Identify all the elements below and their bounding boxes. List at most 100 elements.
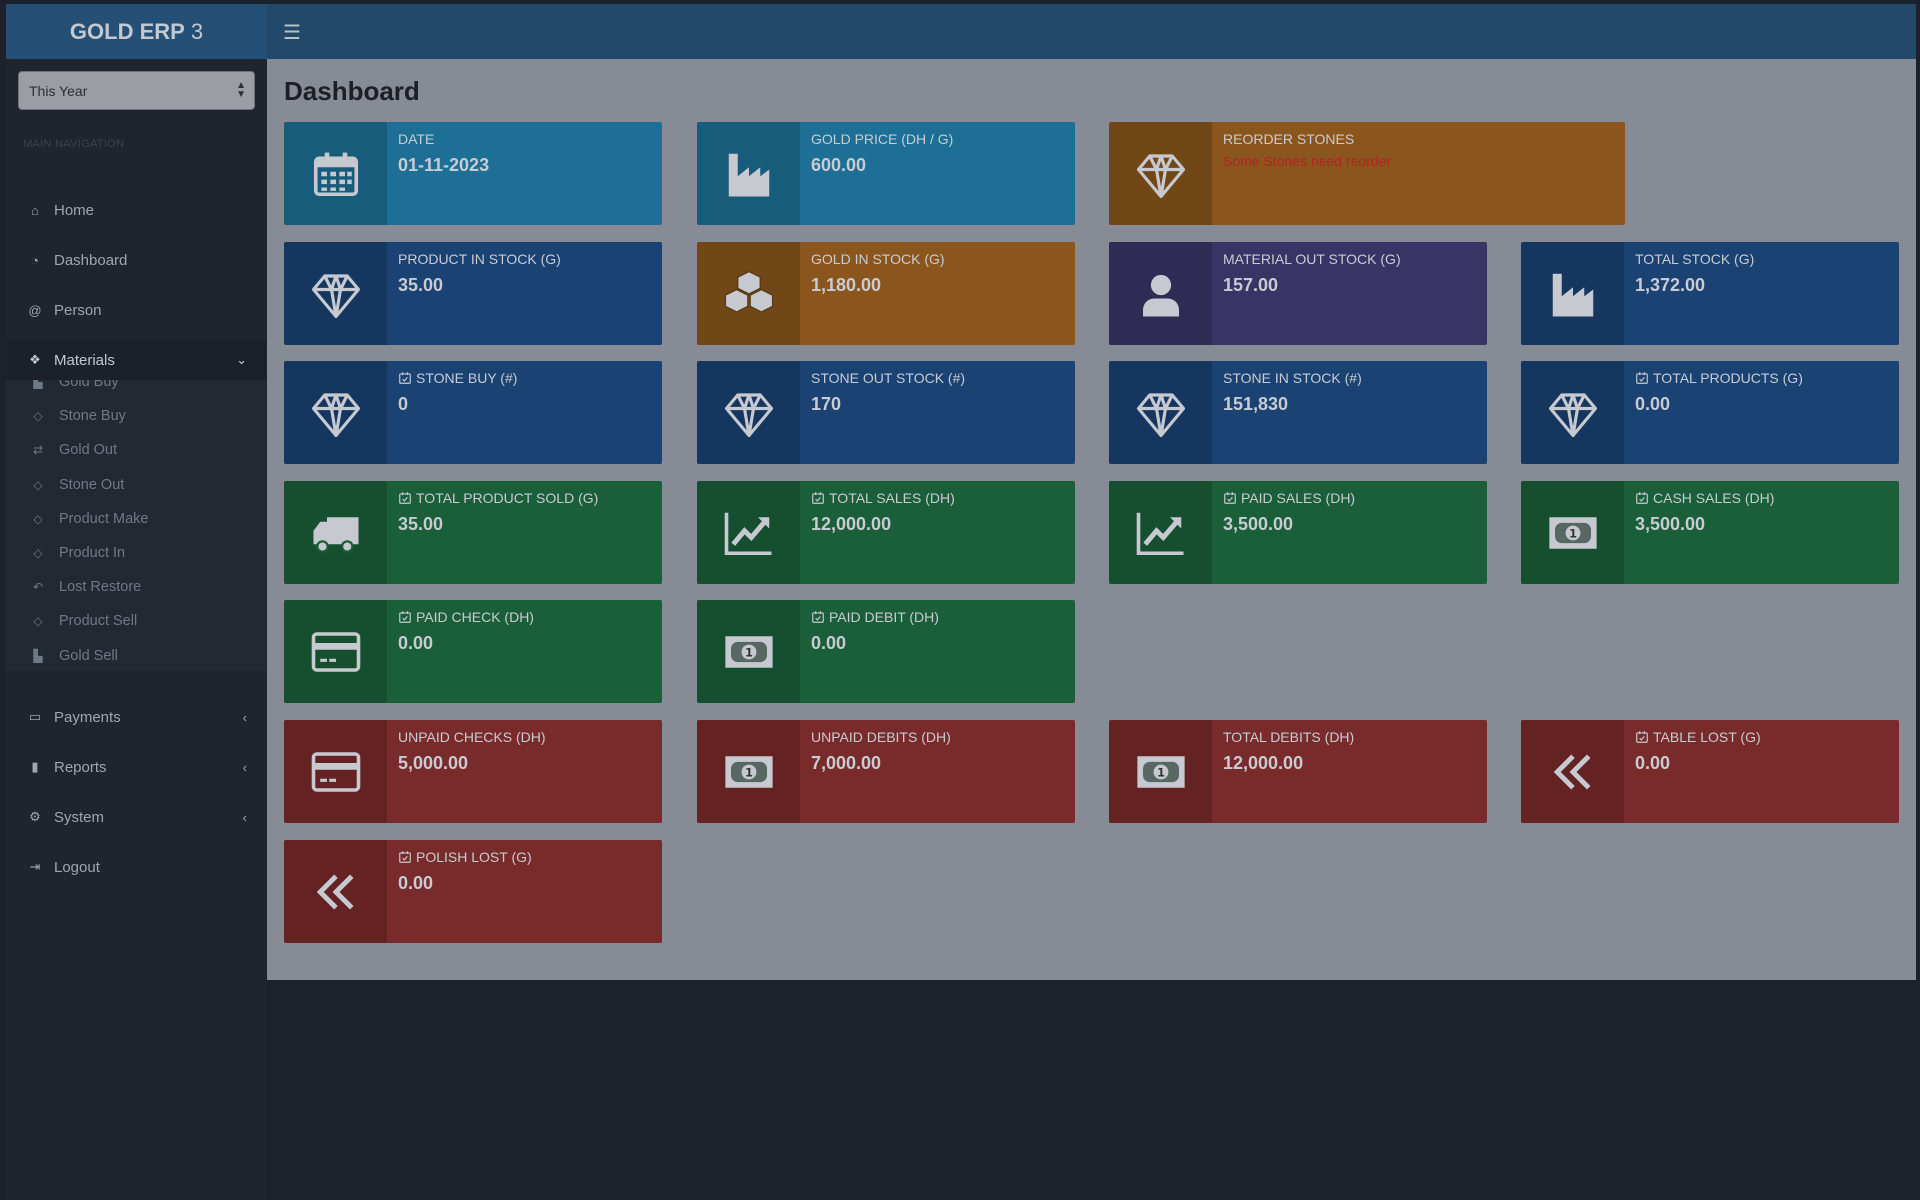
card-total-debits-dh[interactable]: 1 Total Debits (DH) 12,000.00 bbox=[1109, 720, 1487, 823]
card-label: Polish Lost (G) bbox=[398, 849, 532, 865]
diamond-icon: ◇ bbox=[33, 477, 43, 492]
card-stone-out-stock[interactable]: Stone Out Stock (#) 170 bbox=[697, 361, 1075, 464]
calendar-check-icon bbox=[1224, 492, 1236, 504]
svg-text:1: 1 bbox=[1569, 527, 1577, 540]
card-label-text: Product In Stock (G) bbox=[398, 251, 561, 267]
sidebar-item-reports[interactable]: ▮ Reports ‹ bbox=[6, 747, 267, 787]
period-select[interactable]: This Year ▲ ▼ bbox=[18, 71, 255, 110]
card-unpaid-checks-dh[interactable]: Unpaid Checks (DH) 5,000.00 bbox=[284, 720, 662, 823]
nav-heading: MAIN NAVIGATION bbox=[23, 138, 125, 150]
submenu-item-label: Product Sell bbox=[59, 613, 138, 630]
diamond-icon: ◇ bbox=[33, 409, 43, 424]
card-label: Total Debits (DH) bbox=[1223, 729, 1354, 745]
money-icon: 1 bbox=[1109, 720, 1212, 823]
card-value: 0.00 bbox=[811, 633, 847, 653]
user-icon bbox=[1109, 242, 1212, 345]
card-value: 7,000.00 bbox=[811, 753, 882, 773]
submenu-item-product-sell[interactable]: ◇ Product Sell bbox=[6, 605, 267, 637]
card-label-text: Gold In Stock (G) bbox=[811, 251, 945, 267]
svg-text:1: 1 bbox=[1157, 766, 1165, 779]
card-label-text: Paid Sales (DH) bbox=[1241, 490, 1356, 506]
card-value: 35.00 bbox=[398, 514, 444, 534]
sidebar-item-person[interactable]: @ Person bbox=[6, 290, 267, 330]
sidebar-item-label: Payments bbox=[54, 708, 121, 726]
card-label: Unpaid Checks (DH) bbox=[398, 729, 546, 745]
sidebar-item-materials[interactable]: ❖ Materials ⌄ bbox=[6, 340, 267, 380]
reorder-warning[interactable]: Some Stones need reorder bbox=[1223, 153, 1392, 169]
submenu-item-stone-buy[interactable]: ◇ Stone Buy bbox=[6, 400, 267, 432]
card-total-stock-g[interactable]: Total Stock (G) 1,372.00 bbox=[1521, 242, 1899, 345]
card-date[interactable]: Date 01-11-2023 bbox=[284, 122, 662, 225]
sidebar-item-dashboard[interactable]: ◔ Dashboard bbox=[6, 240, 267, 280]
card-value: 151,830 bbox=[1223, 394, 1289, 414]
card-material-out-stock-g[interactable]: Material Out Stock (G) 157.00 bbox=[1109, 242, 1487, 345]
money-icon: 1 bbox=[1521, 481, 1624, 584]
sidebar-item-label: Home bbox=[54, 201, 95, 219]
sidebar-item-home[interactable]: ⌂ Home bbox=[6, 190, 267, 230]
card-unpaid-debits-dh[interactable]: 1 Unpaid Debits (DH) 7,000.00 bbox=[697, 720, 1075, 823]
cubes-icon bbox=[697, 242, 800, 345]
materials-submenu: ▙ Gold Buy ◇ Stone Buy ⇄ Gold Out ◇ Stone Out ◇ P… bbox=[6, 361, 267, 671]
top-navbar: ☰ bbox=[267, 4, 1916, 59]
sidebar: This Year ▲ ▼ MAIN NAVIGATION ▙ Gold Buy ◇ St… bbox=[6, 59, 267, 1200]
card-label: Date bbox=[398, 131, 489, 147]
select-arrows-icon: ▲ ▼ bbox=[236, 80, 246, 100]
submenu-item-stone-out[interactable]: ◇ Stone Out bbox=[6, 469, 267, 501]
calendar-check-icon bbox=[1636, 492, 1648, 504]
card-label: Gold In Stock (G) bbox=[811, 251, 945, 267]
sidebar-item-system[interactable]: ⚙ System ‹ bbox=[6, 797, 267, 837]
card-paid-debit-dh[interactable]: 1 Paid Debit (DH) 0.00 bbox=[697, 600, 1075, 703]
card-total-sales-dh[interactable]: Total Sales (DH) 12,000.00 bbox=[697, 481, 1075, 584]
sidebar-item-label: Dashboard bbox=[54, 251, 128, 269]
main-content: Dashboard Date 01-11-2023 Gold Price (DH … bbox=[267, 59, 1916, 980]
submenu-item-lost-restore[interactable]: ↶ Lost Restore bbox=[6, 571, 267, 603]
sidebar-item-payments[interactable]: ▭ Payments ‹ bbox=[6, 697, 267, 737]
hamburger-menu-icon[interactable]: ☰ bbox=[283, 22, 301, 44]
card-label-text: Total Debits (DH) bbox=[1223, 729, 1355, 745]
card-polish-lost-g[interactable]: Polish Lost (G) 0.00 bbox=[284, 840, 662, 943]
submenu-item-label: Stone Out bbox=[59, 476, 125, 493]
card-paid-sales-dh[interactable]: Paid Sales (DH) 3,500.00 bbox=[1109, 481, 1487, 584]
double-angle-left-icon bbox=[284, 840, 387, 943]
money-icon: 1 bbox=[697, 600, 800, 703]
card-total-products-g[interactable]: Total Products (G) 0.00 bbox=[1521, 361, 1899, 464]
double-angle-left-icon bbox=[1521, 720, 1624, 823]
factory-icon bbox=[1521, 242, 1624, 345]
card-reorder-stones[interactable]: Reorder Stones Some Stones need reorder bbox=[1109, 122, 1625, 225]
truck-icon bbox=[284, 481, 387, 584]
chevron-left-icon[interactable]: ‹ bbox=[242, 759, 247, 775]
diamond-icon bbox=[284, 361, 387, 464]
app-logo[interactable]: GOLD ERP 3 bbox=[6, 4, 267, 59]
card-gold-price-dh-g[interactable]: Gold Price (DH / G) 600.00 bbox=[697, 122, 1075, 225]
sidebar-item-label: Logout bbox=[54, 858, 100, 876]
card-value: 12,000.00 bbox=[811, 514, 892, 534]
card-label-text: Reorder Stones bbox=[1223, 131, 1355, 147]
submenu-item-gold-out[interactable]: ⇄ Gold Out bbox=[6, 434, 267, 466]
card-label-text: Gold Price (DH / G) bbox=[811, 131, 954, 147]
card-cash-sales-dh[interactable]: 1 Cash Sales (DH) 3,500.00 bbox=[1521, 481, 1899, 584]
chevron-down-icon[interactable]: ⌄ bbox=[236, 352, 247, 367]
card-stone-in-stock[interactable]: Stone In Stock (#) 151,830 bbox=[1109, 361, 1487, 464]
submenu-item-gold-sell[interactable]: ▙ Gold Sell bbox=[6, 640, 267, 672]
sidebar-item-label: Materials bbox=[54, 351, 115, 369]
card-product-in-stock-g[interactable]: Product In Stock (G) 35.00 bbox=[284, 242, 662, 345]
sidebar-item-label: System bbox=[54, 808, 105, 826]
submenu-item-label: Product In bbox=[59, 545, 126, 561]
card-table-lost-g[interactable]: Table Lost (G) 0.00 bbox=[1521, 720, 1899, 823]
sidebar-item-logout[interactable]: ⇥ Logout bbox=[6, 847, 267, 887]
card-label: Paid Debit (DH) bbox=[811, 609, 939, 625]
submenu-item-product-make[interactable]: ◇ Product Make bbox=[6, 503, 267, 535]
card-label: Total Product Sold (G) bbox=[398, 490, 598, 506]
bookmark-icon: ▮ bbox=[31, 759, 39, 774]
chevron-left-icon[interactable]: ‹ bbox=[242, 809, 247, 825]
card-total-product-sold-g[interactable]: Total Product Sold (G) 35.00 bbox=[284, 481, 662, 584]
card-stone-buy[interactable]: Stone Buy (#) 0 bbox=[284, 361, 662, 464]
chevron-left-icon[interactable]: ‹ bbox=[242, 709, 247, 725]
card-gold-in-stock-g[interactable]: Gold In Stock (G) 1,180.00 bbox=[697, 242, 1075, 345]
card-label: Product In Stock (G) bbox=[398, 251, 561, 267]
cubes-icon: ❖ bbox=[29, 352, 41, 367]
calendar-check-icon bbox=[399, 611, 411, 623]
card-paid-check-dh[interactable]: Paid Check (DH) 0.00 bbox=[284, 600, 662, 703]
sidebar-item-label: Person bbox=[54, 301, 102, 319]
submenu-item-product-in[interactable]: ◇ Product In bbox=[6, 537, 267, 569]
